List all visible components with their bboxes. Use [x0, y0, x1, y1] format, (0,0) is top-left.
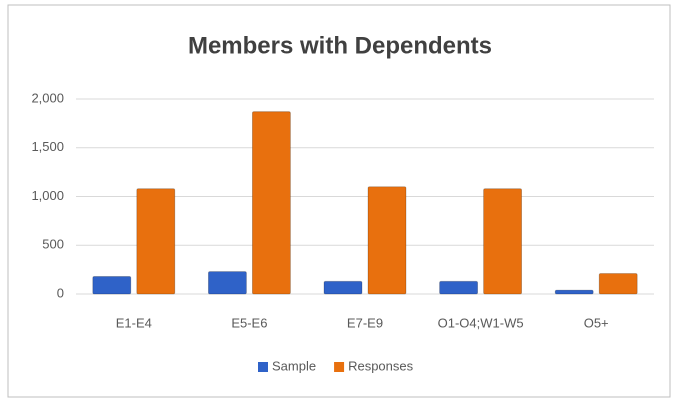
bar: [323, 280, 363, 295]
bar: [367, 186, 407, 295]
bar: [136, 188, 176, 295]
legend-label: Responses: [348, 358, 414, 373]
bar: [92, 276, 132, 295]
y-tick-label: 1,500: [31, 139, 64, 154]
x-tick-label: O1-O4;W1-W5: [438, 315, 524, 330]
chart-title: Members with Dependents: [188, 32, 492, 59]
y-tick-label: 0: [57, 285, 64, 300]
x-tick-label: E5-E6: [231, 315, 267, 330]
bar: [207, 271, 247, 295]
bar: [598, 273, 638, 295]
y-tick-label: 500: [42, 237, 64, 252]
bar: [439, 280, 479, 295]
y-tick-label: 1,000: [31, 188, 64, 203]
legend-swatch: [258, 362, 268, 372]
legend-swatch: [334, 362, 345, 372]
legend-label: Sample: [272, 358, 316, 373]
x-tick-label: E7-E9: [347, 315, 383, 330]
bar: [251, 111, 291, 295]
bar: [554, 289, 594, 295]
x-tick-label: O5+: [584, 315, 609, 330]
chart-frame: [7, 4, 671, 398]
y-tick-label: 2,000: [31, 90, 64, 105]
x-tick-label: E1-E4: [116, 315, 152, 330]
bar: [483, 188, 523, 295]
